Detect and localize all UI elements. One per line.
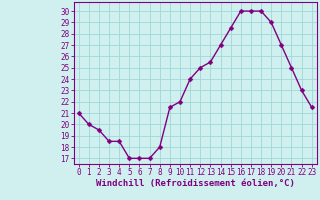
X-axis label: Windchill (Refroidissement éolien,°C): Windchill (Refroidissement éolien,°C)	[96, 179, 295, 188]
